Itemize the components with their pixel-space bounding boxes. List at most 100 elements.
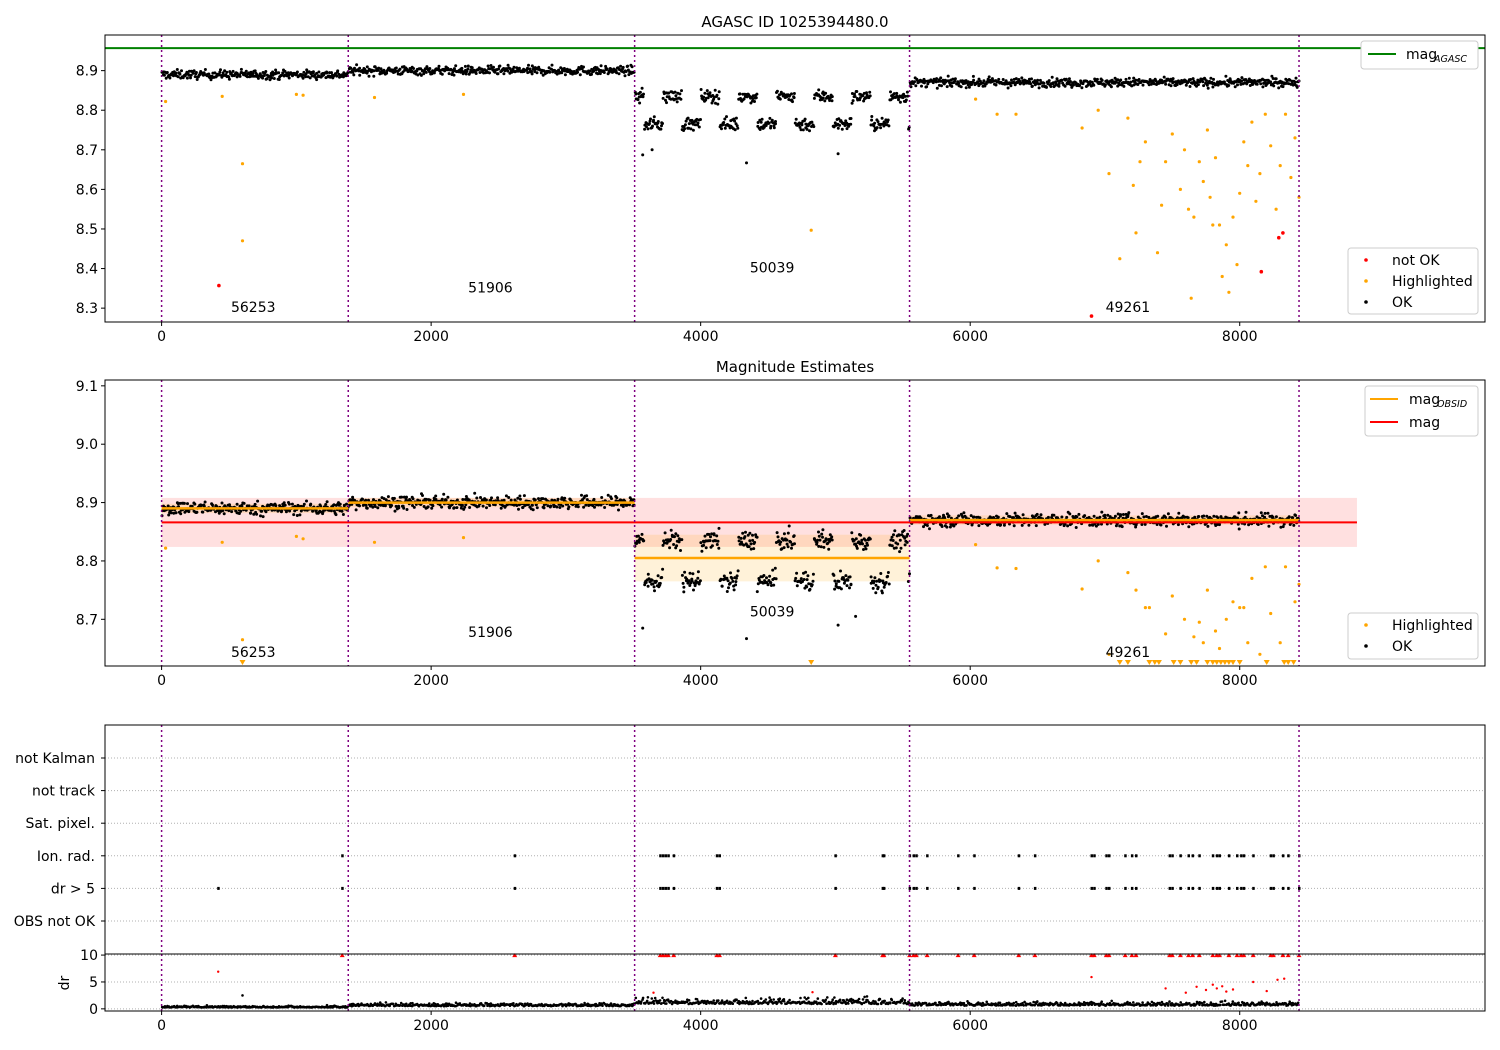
dr-point: [924, 1001, 928, 1005]
ok-point: [466, 64, 470, 68]
ok-point: [736, 126, 740, 130]
ok-point: [364, 503, 368, 507]
ok-point: [734, 576, 738, 580]
ok-point: [905, 90, 909, 94]
ok-point: [799, 577, 803, 581]
ok-point: [1109, 85, 1113, 89]
ok-point: [868, 94, 872, 98]
off-scale-marker: [1236, 660, 1243, 665]
ok-point: [305, 499, 308, 503]
ok-point: [1183, 515, 1187, 519]
dr-point: [901, 997, 904, 1000]
ok-point: [895, 91, 899, 95]
ok-point: [392, 496, 396, 500]
highlighted-point: [461, 536, 466, 540]
ok-point: [220, 501, 224, 505]
ok-point: [660, 576, 664, 579]
ok-point: [548, 70, 552, 74]
ok-point: [714, 101, 717, 105]
ok-point: [393, 509, 397, 513]
ok-point: [799, 128, 803, 132]
flag-point: [973, 854, 976, 858]
dr-point: [1110, 999, 1113, 1003]
highlighted-point: [1197, 160, 1201, 164]
highlighted-point: [1107, 652, 1111, 656]
flag-point: [1252, 854, 1255, 858]
highlighted-point: [1242, 140, 1246, 144]
ok-point: [702, 95, 706, 99]
ok-point: [697, 125, 701, 129]
ok-point: [800, 580, 804, 583]
flag-point: [1171, 886, 1174, 890]
ok-point: [308, 76, 312, 80]
highlighted-point: [1134, 231, 1138, 235]
highlighted-point: [1217, 646, 1222, 651]
highlighted-point: [1014, 112, 1018, 116]
dr-point: [685, 1000, 689, 1004]
highlighted-point: [1138, 160, 1142, 164]
ok-point: [283, 503, 287, 507]
dr-point: [1022, 1004, 1025, 1007]
ok-point: [186, 502, 189, 506]
dr-point: [751, 999, 754, 1003]
ok-point: [549, 504, 553, 508]
ok-point: [317, 70, 321, 74]
dr-point: [861, 998, 865, 1001]
ok-point: [1171, 77, 1175, 81]
ok-point: [906, 94, 910, 98]
ok-point: [341, 513, 345, 516]
ok-point: [325, 500, 329, 504]
flag-point: [1287, 886, 1290, 890]
ok-point: [751, 533, 754, 537]
ok-point: [938, 515, 941, 519]
ok-point: [638, 90, 642, 94]
dr-point: [652, 999, 655, 1003]
ok-point: [875, 126, 879, 130]
flag-point: [1168, 886, 1172, 890]
ok-point: [593, 505, 596, 509]
ok-point: [1100, 78, 1104, 82]
ok-point: [419, 73, 423, 77]
ok-point: [656, 574, 660, 578]
off-scale-marker: [1263, 660, 1270, 665]
highlighted-point: [1238, 191, 1242, 195]
off-scale-marker: [1217, 660, 1224, 665]
ok-point: [753, 100, 756, 103]
flag-point: [217, 886, 220, 890]
ok-point: [720, 584, 724, 588]
ok-point: [854, 614, 858, 618]
ok-point: [982, 79, 986, 83]
ok-point: [600, 496, 604, 499]
ok-point: [218, 70, 222, 74]
dr-point: [847, 1002, 850, 1005]
ok-point: [929, 513, 933, 517]
ok-point: [227, 75, 231, 79]
magnitude-estimates-panel: Magnitude Estimates 0 2000 4000 6000 80008.7…: [76, 358, 1486, 689]
ok-point: [793, 579, 797, 583]
ok-point: [1108, 515, 1112, 519]
ok-point: [769, 581, 773, 585]
highlighted-point: [1283, 112, 1288, 116]
ok-point: [1010, 78, 1013, 82]
ok-point: [673, 535, 676, 539]
ok-point: [663, 531, 667, 535]
ok-point: [338, 502, 342, 506]
ok-point: [712, 533, 716, 537]
ok-point: [737, 539, 741, 543]
ok-point: [369, 503, 373, 507]
ok-point: [1055, 77, 1059, 81]
ok-point: [819, 545, 823, 549]
legend-bottom-box: [1347, 247, 1479, 315]
highlighted-point: [1235, 263, 1239, 267]
ok-point: [851, 99, 855, 103]
ok-point: [1027, 523, 1031, 527]
flag-point: [881, 886, 885, 890]
ok-point: [1057, 84, 1061, 88]
dr-point: [723, 1002, 726, 1006]
ok-point: [192, 69, 196, 73]
ok-point: [886, 118, 890, 122]
ok-point: [466, 67, 470, 71]
dr-point: [652, 1002, 656, 1005]
ok-point: [1092, 83, 1096, 87]
ok-point: [794, 117, 798, 121]
